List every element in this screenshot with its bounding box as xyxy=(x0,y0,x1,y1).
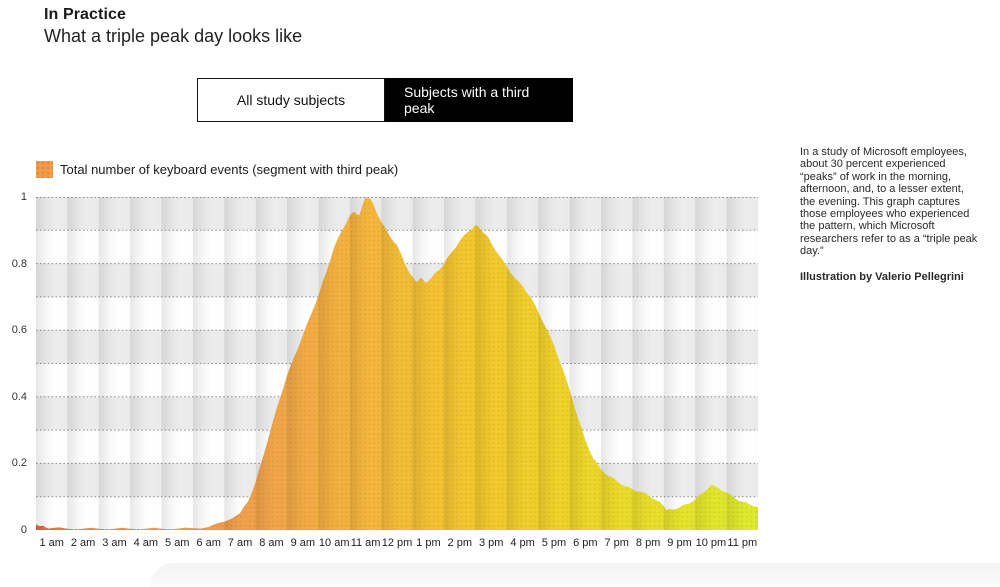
tab-all-study-subjects[interactable]: All study subjects xyxy=(197,78,385,122)
x-tick-label: 7 pm xyxy=(604,537,629,549)
x-tick-label: 10 am xyxy=(318,537,350,549)
legend-label: Total number of keyboard events (segment… xyxy=(60,162,399,177)
x-tick-label: 3 am xyxy=(102,537,127,549)
x-tick-label: 3 pm xyxy=(478,537,504,549)
x-tick-label: 8 am xyxy=(259,537,284,549)
side-note-body: In a study of Microsoft employees, about… xyxy=(800,146,978,258)
y-tick-label: 0.4 xyxy=(11,390,27,403)
x-tick-label: 10 pm xyxy=(695,537,727,549)
tab-subjects-with-third-peak[interactable]: Subjects with a third peak xyxy=(385,78,573,122)
x-tick-label: 11 am xyxy=(350,537,381,549)
x-tick-label: 1 pm xyxy=(416,537,441,549)
x-tick-label: 5 am xyxy=(165,537,190,549)
x-tick-label: 2 am xyxy=(70,537,96,549)
y-tick-label: 0.2 xyxy=(11,457,27,470)
x-tick-label: 6 am xyxy=(196,537,221,549)
area-chart-plot xyxy=(36,197,758,530)
page-title: What a triple peak day looks like xyxy=(44,26,303,46)
y-tick-label: 0.8 xyxy=(11,257,27,270)
x-tick-label: 4 pm xyxy=(510,537,535,549)
y-tick-label: 0 xyxy=(20,524,27,536)
x-tick-label: 2 pm xyxy=(447,537,473,549)
x-tick-label: 4 am xyxy=(133,537,159,549)
x-tick-label: 12 pm xyxy=(381,537,413,549)
x-tick-label: 5 pm xyxy=(541,537,567,549)
illustration-credit: Illustration by Valerio Pellegrini xyxy=(800,270,964,283)
x-tick-label: 9 pm xyxy=(667,537,692,549)
x-tick-label: 7 am xyxy=(227,537,253,549)
x-tick-label: 11 pm xyxy=(727,537,758,549)
next-card-edge xyxy=(150,563,1000,587)
y-tick-label: 1 xyxy=(20,191,27,203)
page-kicker: In Practice xyxy=(44,6,127,23)
side-note: In a study of Microsoft employees, about… xyxy=(800,146,980,283)
x-tick-label: 9 am xyxy=(290,537,316,549)
y-tick-label: 0.6 xyxy=(11,324,27,337)
legend-swatch-icon xyxy=(36,161,53,178)
x-tick-label: 8 pm xyxy=(635,537,661,549)
x-tick-label: 1 am xyxy=(39,537,64,549)
x-tick-label: 6 pm xyxy=(573,537,598,549)
column-shading-overlay xyxy=(36,197,758,530)
view-toggle: All study subjects Subjects with a third… xyxy=(197,78,573,122)
chart-legend: Total number of keyboard events (segment… xyxy=(36,161,398,178)
